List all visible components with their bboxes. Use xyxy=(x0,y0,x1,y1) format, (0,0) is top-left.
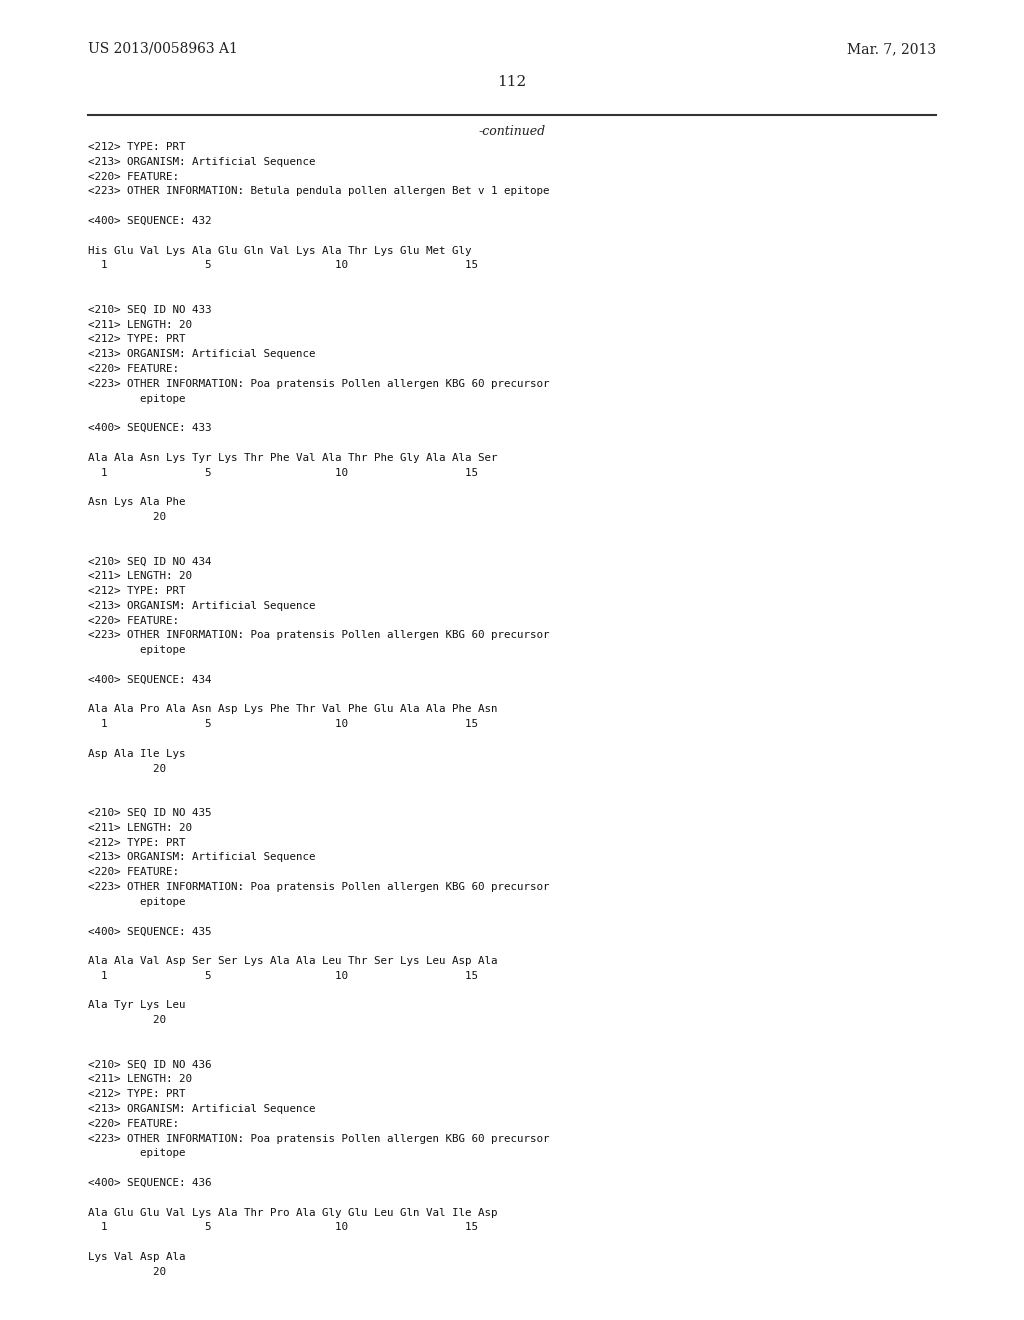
Text: <223> OTHER INFORMATION: Poa pratensis Pollen allergen KBG 60 precursor: <223> OTHER INFORMATION: Poa pratensis P… xyxy=(88,379,550,389)
Text: <212> TYPE: PRT: <212> TYPE: PRT xyxy=(88,143,185,152)
Text: Ala Ala Val Asp Ser Ser Lys Ala Ala Leu Thr Ser Lys Leu Asp Ala: Ala Ala Val Asp Ser Ser Lys Ala Ala Leu … xyxy=(88,956,498,966)
Text: -continued: -continued xyxy=(478,125,546,139)
Text: <213> ORGANISM: Artificial Sequence: <213> ORGANISM: Artificial Sequence xyxy=(88,1104,315,1114)
Text: epitope: epitope xyxy=(88,393,185,404)
Text: <223> OTHER INFORMATION: Betula pendula pollen allergen Bet v 1 epitope: <223> OTHER INFORMATION: Betula pendula … xyxy=(88,186,550,197)
Text: 1               5                   10                  15: 1 5 10 15 xyxy=(88,467,478,478)
Text: 20: 20 xyxy=(88,763,166,774)
Text: Asp Ala Ile Lys: Asp Ala Ile Lys xyxy=(88,748,185,759)
Text: <223> OTHER INFORMATION: Poa pratensis Pollen allergen KBG 60 precursor: <223> OTHER INFORMATION: Poa pratensis P… xyxy=(88,631,550,640)
Text: 20: 20 xyxy=(88,1267,166,1276)
Text: <211> LENGTH: 20: <211> LENGTH: 20 xyxy=(88,1074,193,1085)
Text: epitope: epitope xyxy=(88,896,185,907)
Text: 1               5                   10                  15: 1 5 10 15 xyxy=(88,260,478,271)
Text: <213> ORGANISM: Artificial Sequence: <213> ORGANISM: Artificial Sequence xyxy=(88,853,315,862)
Text: Ala Ala Asn Lys Tyr Lys Thr Phe Val Ala Thr Phe Gly Ala Ala Ser: Ala Ala Asn Lys Tyr Lys Thr Phe Val Ala … xyxy=(88,453,498,463)
Text: <211> LENGTH: 20: <211> LENGTH: 20 xyxy=(88,822,193,833)
Text: <400> SEQUENCE: 433: <400> SEQUENCE: 433 xyxy=(88,424,212,433)
Text: <210> SEQ ID NO 435: <210> SEQ ID NO 435 xyxy=(88,808,212,818)
Text: <223> OTHER INFORMATION: Poa pratensis Pollen allergen KBG 60 precursor: <223> OTHER INFORMATION: Poa pratensis P… xyxy=(88,1134,550,1143)
Text: 1               5                   10                  15: 1 5 10 15 xyxy=(88,970,478,981)
Text: 1               5                   10                  15: 1 5 10 15 xyxy=(88,719,478,729)
Text: <400> SEQUENCE: 432: <400> SEQUENCE: 432 xyxy=(88,216,212,226)
Text: <212> TYPE: PRT: <212> TYPE: PRT xyxy=(88,838,185,847)
Text: Ala Tyr Lys Leu: Ala Tyr Lys Leu xyxy=(88,1001,185,1010)
Text: Ala Glu Glu Val Lys Ala Thr Pro Ala Gly Glu Leu Gln Val Ile Asp: Ala Glu Glu Val Lys Ala Thr Pro Ala Gly … xyxy=(88,1208,498,1217)
Text: <400> SEQUENCE: 436: <400> SEQUENCE: 436 xyxy=(88,1177,212,1188)
Text: 1               5                   10                  15: 1 5 10 15 xyxy=(88,1222,478,1233)
Text: <213> ORGANISM: Artificial Sequence: <213> ORGANISM: Artificial Sequence xyxy=(88,601,315,611)
Text: US 2013/0058963 A1: US 2013/0058963 A1 xyxy=(88,42,238,55)
Text: <210> SEQ ID NO 433: <210> SEQ ID NO 433 xyxy=(88,305,212,314)
Text: Asn Lys Ala Phe: Asn Lys Ala Phe xyxy=(88,498,185,507)
Text: <400> SEQUENCE: 434: <400> SEQUENCE: 434 xyxy=(88,675,212,685)
Text: epitope: epitope xyxy=(88,1148,185,1159)
Text: <211> LENGTH: 20: <211> LENGTH: 20 xyxy=(88,319,193,330)
Text: <210> SEQ ID NO 436: <210> SEQ ID NO 436 xyxy=(88,1060,212,1069)
Text: <213> ORGANISM: Artificial Sequence: <213> ORGANISM: Artificial Sequence xyxy=(88,350,315,359)
Text: <220> FEATURE:: <220> FEATURE: xyxy=(88,1119,179,1129)
Text: <220> FEATURE:: <220> FEATURE: xyxy=(88,867,179,878)
Text: <212> TYPE: PRT: <212> TYPE: PRT xyxy=(88,1089,185,1100)
Text: <210> SEQ ID NO 434: <210> SEQ ID NO 434 xyxy=(88,557,212,566)
Text: 20: 20 xyxy=(88,512,166,521)
Text: <220> FEATURE:: <220> FEATURE: xyxy=(88,364,179,374)
Text: Ala Ala Pro Ala Asn Asp Lys Phe Thr Val Phe Glu Ala Ala Phe Asn: Ala Ala Pro Ala Asn Asp Lys Phe Thr Val … xyxy=(88,705,498,714)
Text: <211> LENGTH: 20: <211> LENGTH: 20 xyxy=(88,572,193,581)
Text: epitope: epitope xyxy=(88,645,185,655)
Text: <223> OTHER INFORMATION: Poa pratensis Pollen allergen KBG 60 precursor: <223> OTHER INFORMATION: Poa pratensis P… xyxy=(88,882,550,892)
Text: <213> ORGANISM: Artificial Sequence: <213> ORGANISM: Artificial Sequence xyxy=(88,157,315,166)
Text: <400> SEQUENCE: 435: <400> SEQUENCE: 435 xyxy=(88,927,212,936)
Text: <220> FEATURE:: <220> FEATURE: xyxy=(88,615,179,626)
Text: 112: 112 xyxy=(498,75,526,88)
Text: His Glu Val Lys Ala Glu Gln Val Lys Ala Thr Lys Glu Met Gly: His Glu Val Lys Ala Glu Gln Val Lys Ala … xyxy=(88,246,471,256)
Text: Lys Val Asp Ala: Lys Val Asp Ala xyxy=(88,1251,185,1262)
Text: Mar. 7, 2013: Mar. 7, 2013 xyxy=(847,42,936,55)
Text: <212> TYPE: PRT: <212> TYPE: PRT xyxy=(88,586,185,597)
Text: 20: 20 xyxy=(88,1015,166,1026)
Text: <220> FEATURE:: <220> FEATURE: xyxy=(88,172,179,182)
Text: <212> TYPE: PRT: <212> TYPE: PRT xyxy=(88,334,185,345)
